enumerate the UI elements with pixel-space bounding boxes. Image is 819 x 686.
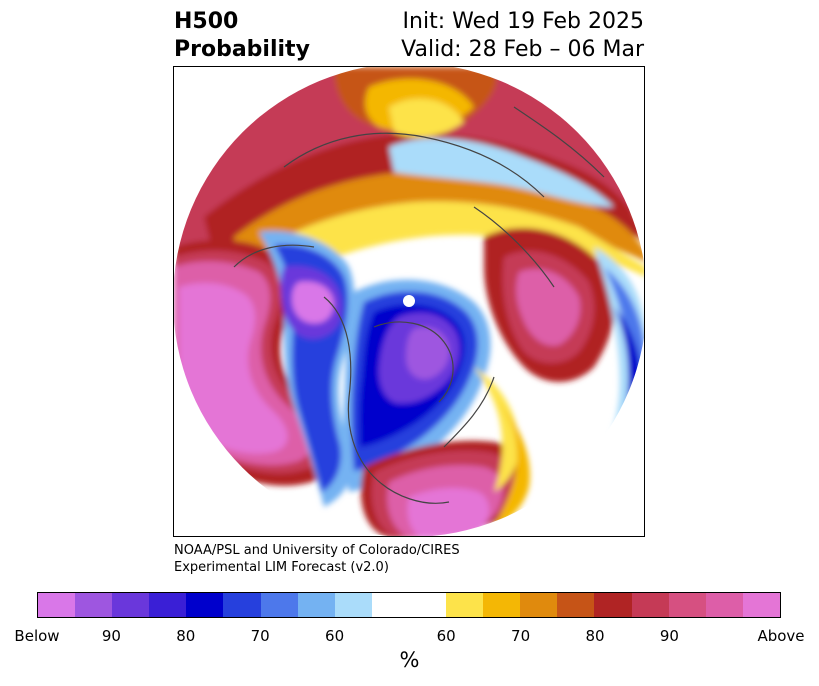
colorbar-swatch-above-6 [668,593,706,617]
colorbar-tick-label: 80 [176,627,196,645]
title-init-date: Init: Wed 19 Feb 2025 [402,9,644,34]
title-right: Init: Wed 19 Feb 2025 Valid: 28 Feb – 06… [401,8,644,64]
colorbar-swatch-neutral [371,593,447,617]
title-left: H500 Probability [174,8,310,64]
colorbar-tick-label: 60 [325,627,345,645]
colorbar-swatch-above-1 [483,593,521,617]
title-variable: H500 [174,9,239,34]
colorbar-swatch-below-5 [223,593,261,617]
colorbar-swatch-below-4 [186,593,224,617]
probability-map [174,67,644,536]
colorbar-tick-label: 80 [585,627,605,645]
north-pole-marker [403,295,415,307]
colorbar-swatch-below-6 [260,593,298,617]
colorbar-unit: % [399,648,420,672]
colorbar-swatch-above-8 [742,593,780,617]
probability-field [174,67,644,536]
colorbar-tick-label: 60 [436,627,456,645]
colorbar-tick-label: 70 [250,627,270,645]
credit-text: NOAA/PSL and University of Colorado/CIRE… [174,542,460,576]
colorbar-swatch-below-0 [38,593,76,617]
colorbar [37,592,781,618]
colorbar-swatch-below-2 [112,593,150,617]
colorbar-ticks: Below 90 80 70 60 60 70 80 90 Above [14,627,804,647]
colorbar-swatch-below-7 [297,593,335,617]
colorbar-swatch-above-2 [520,593,558,617]
colorbar-swatch-above-4 [594,593,632,617]
colorbar-tick-label: Above [757,627,805,645]
map-panel [173,66,645,537]
colorbar-swatch-above-3 [557,593,595,617]
title-product: Probability [174,37,310,62]
colorbar-swatch-below-8 [334,593,372,617]
title-valid-range: Valid: 28 Feb – 06 Mar [401,37,644,62]
colorbar-swatch-above-0 [446,593,484,617]
colorbar-swatch-above-7 [705,593,743,617]
credit-line-2: Experimental LIM Forecast (v2.0) [174,560,389,575]
credit-line-1: NOAA/PSL and University of Colorado/CIRE… [174,543,460,558]
colorbar-tick-label: 90 [101,627,121,645]
colorbar-tick-label: 90 [659,627,679,645]
colorbar-swatch-below-1 [75,593,113,617]
colorbar-swatch-below-3 [149,593,187,617]
colorbar-tick-label: Below [14,627,60,645]
colorbar-swatch-above-5 [631,593,669,617]
colorbar-tick-label: 70 [511,627,531,645]
coastlines [233,106,605,504]
